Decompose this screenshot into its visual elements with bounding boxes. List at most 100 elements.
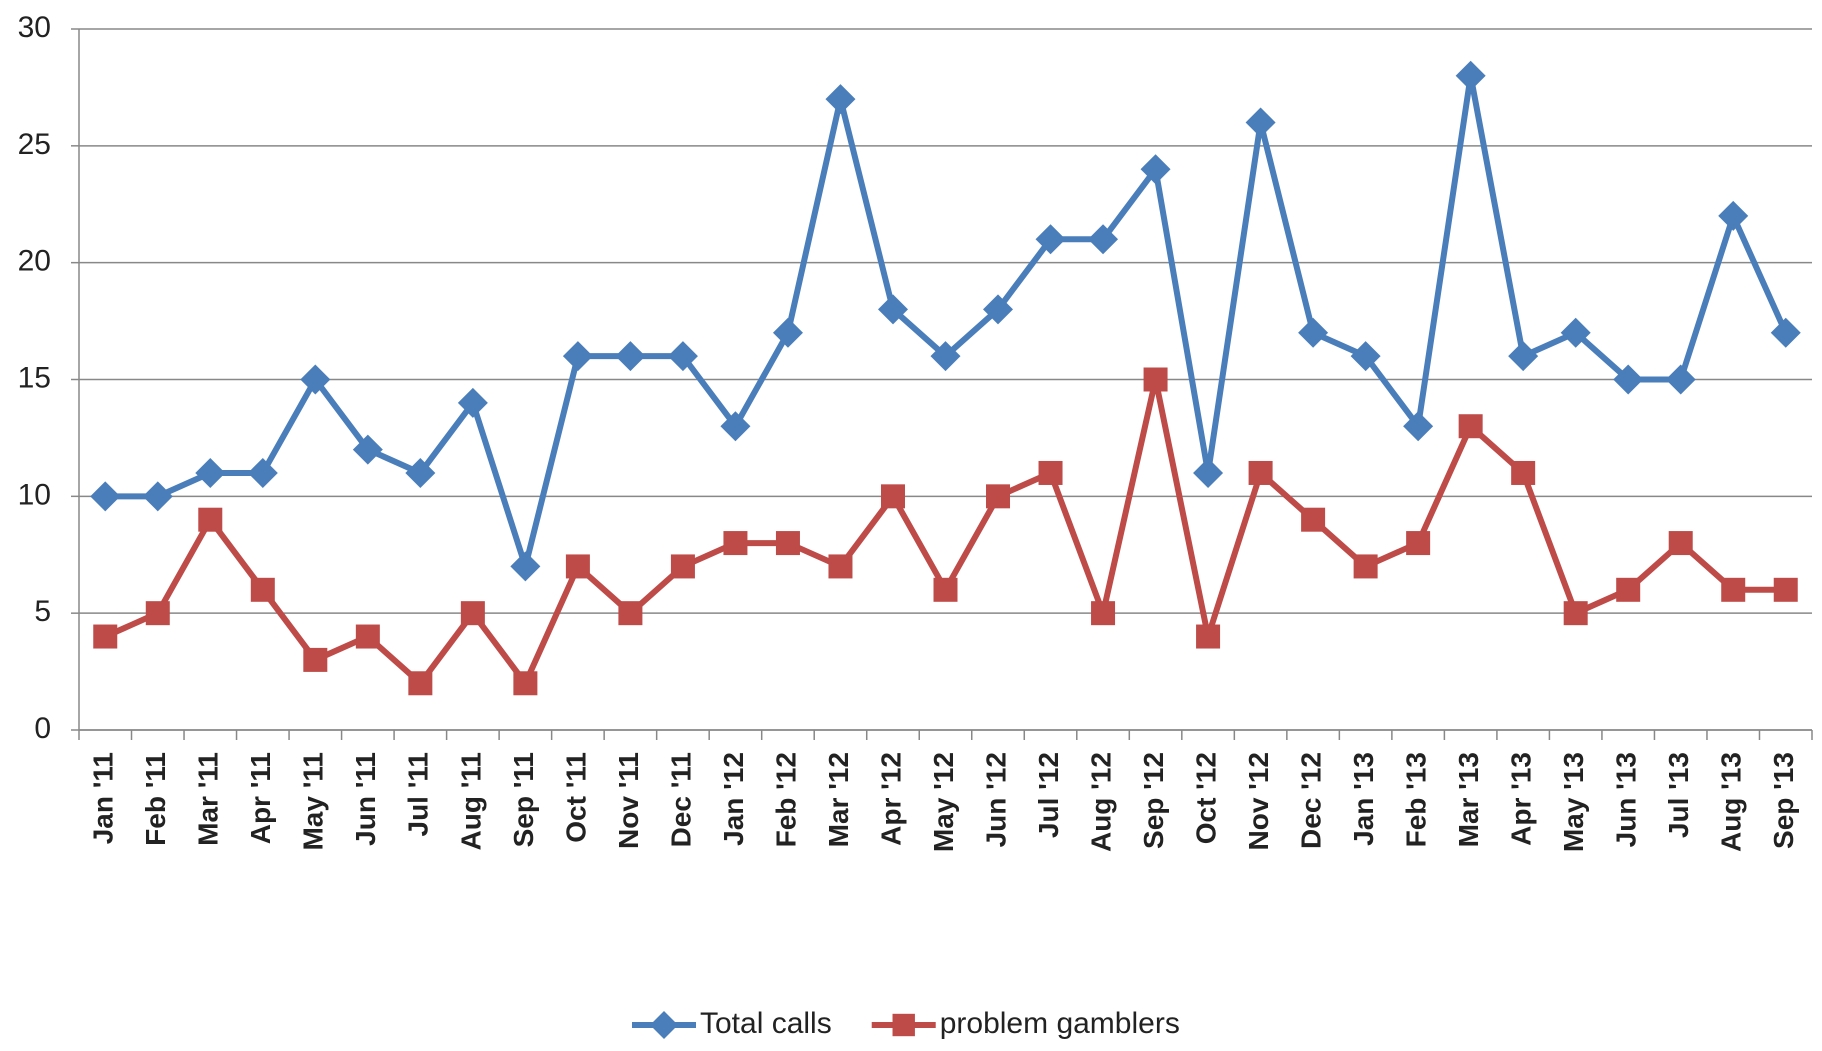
data-point [352,434,383,465]
x-tick-label: Jul '11 [403,752,434,837]
x-tick-label: Jun '11 [350,752,381,846]
x-tick-label: Jul '13 [1663,752,1694,838]
x-tick-label: Apr '13 [1506,752,1537,846]
data-point [1616,577,1641,602]
x-tick-label: Aug '12 [1085,752,1116,852]
data-point [145,601,170,626]
data-point [408,671,433,696]
x-tick-label: Feb '11 [140,752,171,846]
data-point [1140,154,1171,185]
data-point [1038,460,1063,485]
data-point [1560,317,1591,348]
data-point [880,484,905,509]
data-point [1035,224,1066,255]
x-tick-label: Mar '11 [193,752,224,846]
x-tick-label: Jan '13 [1348,752,1379,846]
x-tick-label: Mar '12 [823,752,854,847]
data-point [877,294,908,325]
data-point [618,601,643,626]
data-point [1403,411,1434,442]
data-point [457,387,488,418]
data-point [195,457,226,488]
legend-marker [892,1013,915,1037]
data-point [828,554,853,579]
y-tick-label: 10 [18,478,51,511]
x-tick-label: Apr '12 [875,752,906,846]
data-point [1721,577,1746,602]
x-tick-label: May '12 [928,752,959,852]
x-tick-label: Nov '12 [1243,752,1274,850]
data-point [1508,341,1539,372]
x-tick-label: Oct '12 [1190,752,1221,844]
x-tick-label: Jan '12 [718,752,749,846]
x-tick-label: Sep '13 [1768,752,1799,849]
data-point [825,84,856,115]
data-point [1350,341,1381,372]
data-point [250,577,275,602]
data-point [670,554,695,579]
data-point [93,624,118,649]
data-point [1088,224,1119,255]
data-point [510,551,541,582]
data-point [1248,460,1273,485]
data-point [986,484,1011,509]
data-point [1301,507,1326,532]
x-tick-label: Feb '13 [1401,752,1432,847]
data-point [1511,460,1536,485]
data-point [300,364,331,395]
x-tick-label: Dec '11 [665,752,696,847]
data-point [1668,531,1693,556]
y-tick-label: 5 [34,595,51,628]
data-point [142,481,173,512]
data-point [775,531,800,556]
data-point [198,507,223,532]
data-point [1770,317,1801,348]
data-point [460,601,485,626]
data-point [1563,601,1588,626]
y-tick-label: 25 [18,128,51,161]
y-tick-label: 20 [18,245,51,278]
y-tick-label: 0 [34,712,51,745]
legend-label: problem gamblers [940,1007,1180,1040]
data-point [1298,317,1329,348]
x-tick-label: Apr '11 [245,752,276,844]
x-tick-label: Oct '11 [560,752,591,843]
data-point [90,481,121,512]
x-tick-label: Sep '11 [508,752,539,847]
data-point [1458,414,1483,439]
data-point [772,317,803,348]
x-tick-label: Sep '12 [1138,752,1169,849]
data-point [1193,457,1224,488]
data-point [1665,364,1696,395]
data-point [513,671,538,696]
data-point [1455,60,1486,91]
x-tick-label: Aug '11 [455,752,486,850]
data-point [720,411,751,442]
x-tick-label: Aug '13 [1716,752,1747,852]
data-point [1091,601,1116,626]
data-point [355,624,380,649]
data-point [1353,554,1378,579]
data-point [983,294,1014,325]
legend-label: Total calls [700,1007,832,1040]
x-tick-label: Feb '12 [770,752,801,847]
data-point [1718,200,1749,231]
legend-marker [650,1011,678,1039]
data-point [1196,624,1221,649]
data-point [930,341,961,372]
data-point [933,577,958,602]
x-tick-label: Nov '11 [613,752,644,849]
x-tick-label: Jan '11 [88,752,119,844]
x-tick-label: Jun '13 [1611,752,1642,847]
data-point [1143,367,1168,392]
data-point [303,647,328,672]
data-point [1613,364,1644,395]
x-tick-label: Jul '12 [1033,752,1064,838]
data-point [1773,577,1798,602]
x-tick-label: Jun '12 [980,752,1011,847]
data-point [667,341,698,372]
x-tick-label: May '13 [1558,752,1589,852]
x-tick-label: May '11 [298,752,329,851]
data-point [1406,531,1431,556]
